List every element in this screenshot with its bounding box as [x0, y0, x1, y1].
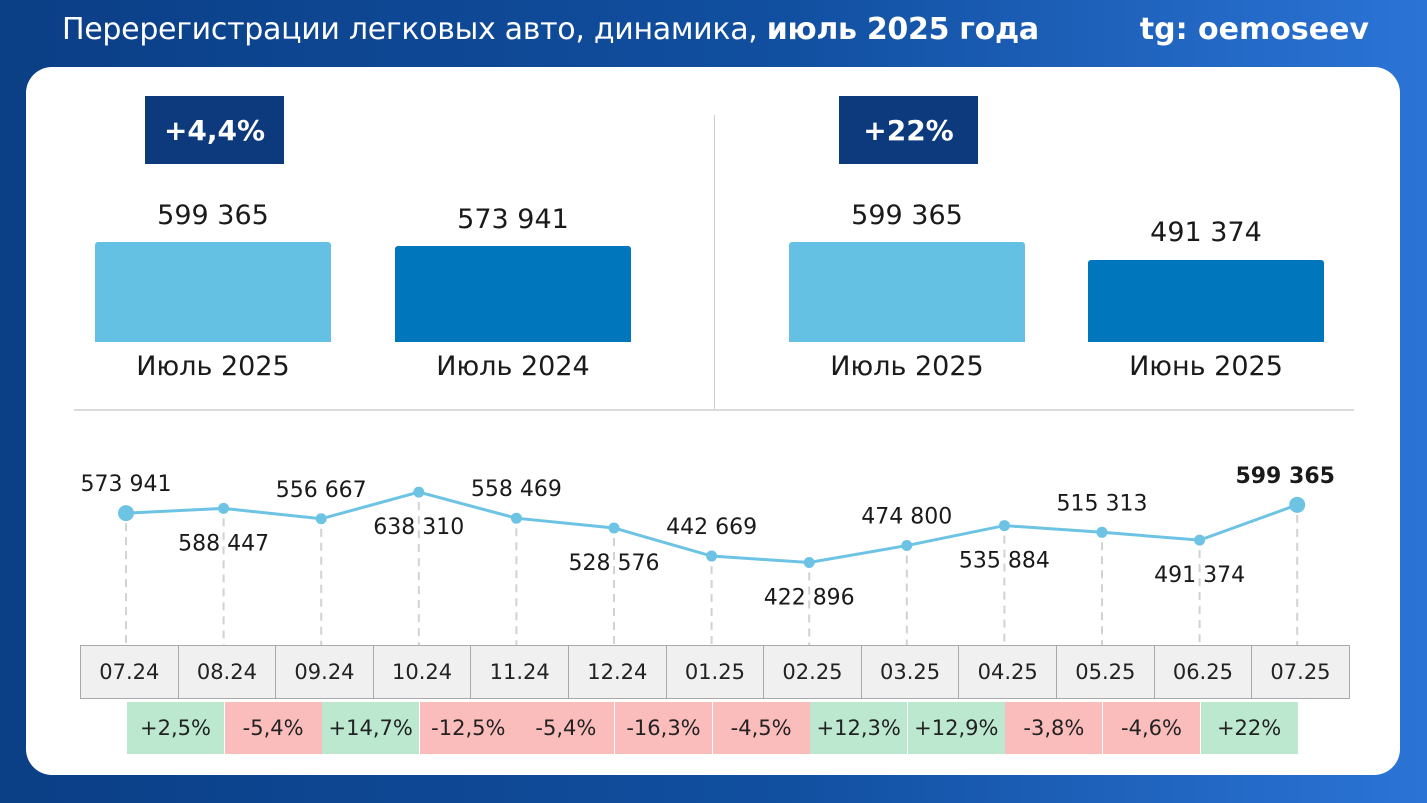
data-label: 573 941	[81, 472, 172, 497]
data-label: 535 884	[959, 549, 1050, 574]
main-card: +4,4% 599 365 Июль 2025 573 941 Июль 202…	[26, 67, 1400, 775]
page-title-bold: июль 2025 года	[766, 12, 1039, 47]
data-label: 442 669	[666, 515, 757, 540]
data-label: 638 310	[373, 515, 464, 540]
data-point	[998, 520, 1010, 532]
data-label: 422 896	[764, 586, 855, 611]
data-point	[706, 550, 718, 562]
bar-category-label: Июль 2025	[136, 351, 290, 382]
bar-value-label: 573 941	[457, 204, 569, 235]
change-cell: -5,4%	[224, 702, 322, 754]
change-cell: +14,7%	[322, 702, 420, 754]
bar-value-label: 599 365	[157, 200, 269, 231]
period-cell: 12.24	[568, 645, 667, 699]
data-label: 491 374	[1154, 563, 1245, 588]
change-cell: -4,5%	[712, 702, 810, 754]
bar-category-label: Июнь 2025	[1129, 351, 1283, 382]
period-cell: 04.25	[958, 645, 1057, 699]
change-cell: +12,9%	[907, 702, 1005, 754]
data-point	[1289, 496, 1306, 513]
data-label: 528 576	[569, 551, 660, 576]
data-label: 558 469	[471, 477, 562, 502]
data-label: 599 365	[1235, 464, 1335, 489]
period-cell: 07.24	[80, 645, 179, 699]
telegram-handle: tg: oemoseev	[1139, 12, 1369, 47]
data-point	[510, 512, 522, 524]
page-title: Перерегистрации легковых авто, динамика,…	[62, 12, 1039, 47]
period-cell: 05.25	[1056, 645, 1155, 699]
horizontal-divider	[74, 409, 1354, 411]
period-cell: 02.25	[763, 645, 862, 699]
data-point	[803, 557, 815, 569]
bar-july-2024	[395, 246, 631, 342]
change-cell: +22%	[1200, 702, 1298, 754]
period-cell: 10.24	[372, 645, 472, 699]
data-point	[901, 540, 913, 552]
data-point	[315, 513, 327, 525]
bar-july-2025	[789, 242, 1025, 342]
bar-june-2025	[1088, 260, 1324, 342]
data-point	[1096, 526, 1108, 538]
change-cell: -12,5%	[419, 702, 517, 754]
data-point	[413, 486, 425, 498]
period-cell: 11.24	[470, 645, 569, 699]
period-cell: 07.25	[1251, 645, 1350, 699]
bar-july-2025	[95, 242, 331, 342]
period-cell: 06.25	[1153, 645, 1253, 699]
data-point	[218, 502, 230, 514]
bar-value-label: 491 374	[1150, 217, 1262, 248]
change-cell: -3,8%	[1005, 702, 1103, 754]
data-point	[118, 505, 134, 522]
data-point	[608, 522, 620, 534]
change-cell: -5,4%	[517, 702, 615, 754]
data-label: 556 667	[276, 478, 367, 503]
bar-category-label: Июль 2024	[436, 351, 590, 382]
change-cell: -4,6%	[1103, 702, 1200, 754]
data-label: 588 447	[178, 531, 269, 556]
period-cell: 09.24	[275, 645, 374, 699]
period-cell: 01.25	[665, 645, 765, 699]
data-label: 474 800	[861, 505, 952, 530]
period-cell: 08.24	[177, 645, 277, 699]
change-cell: +12,3%	[810, 702, 908, 754]
data-point	[1194, 534, 1206, 546]
yoy-change-badge: +4,4%	[145, 96, 284, 164]
page-title-regular: Перерегистрации легковых авто, динамика,	[62, 12, 758, 47]
section-divider	[714, 115, 715, 410]
period-cell: 03.25	[860, 645, 960, 699]
change-cell: -16,3%	[615, 702, 712, 754]
mom-change-badge: +22%	[839, 96, 978, 164]
bar-category-label: Июль 2025	[830, 351, 984, 382]
bar-value-label: 599 365	[851, 200, 963, 231]
data-label: 515 313	[1057, 491, 1148, 516]
change-cell: +2,5%	[127, 702, 224, 754]
